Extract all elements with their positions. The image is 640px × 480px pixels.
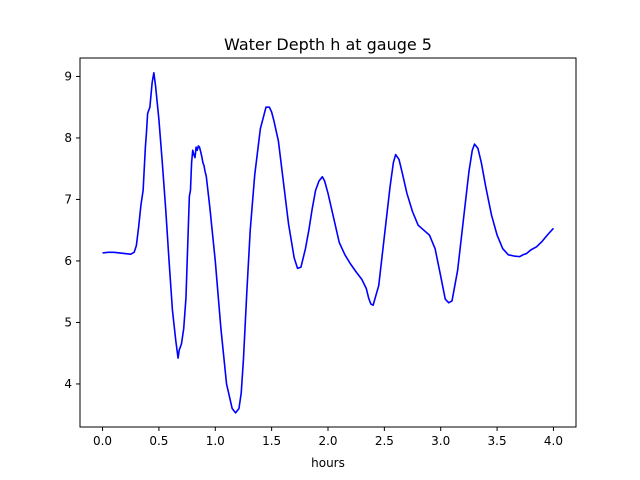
x-axis-label: hours bbox=[311, 456, 345, 470]
x-tick-label: 3.0 bbox=[431, 434, 450, 448]
series-layer bbox=[102, 71, 555, 414]
y-tick-label: 5 bbox=[64, 315, 72, 329]
x-axis-ticks: 0.0 0.5 1.0 1.5 2.0 2.5 3.0 3.5 4.0 bbox=[93, 427, 563, 448]
plot-background bbox=[80, 58, 576, 427]
x-tick-label: 1.5 bbox=[262, 434, 281, 448]
y-axis-ticks: 4 5 6 7 8 9 bbox=[64, 69, 80, 391]
x-tick-label: 0.0 bbox=[93, 434, 112, 448]
y-tick-label: 4 bbox=[64, 377, 72, 391]
chart-title: Water Depth h at gauge 5 bbox=[224, 35, 432, 54]
y-tick-label: 7 bbox=[64, 192, 72, 206]
y-tick-label: 9 bbox=[64, 69, 72, 83]
x-tick-label: 3.5 bbox=[488, 434, 507, 448]
x-tick-label: 1.0 bbox=[206, 434, 225, 448]
y-tick-label: 8 bbox=[64, 131, 72, 145]
x-tick-label: 2.0 bbox=[318, 434, 337, 448]
x-tick-label: 2.5 bbox=[375, 434, 394, 448]
series-line-0 bbox=[102, 71, 555, 414]
y-tick-label: 6 bbox=[64, 254, 72, 268]
x-tick-label: 4.0 bbox=[544, 434, 563, 448]
x-tick-label: 0.5 bbox=[149, 434, 168, 448]
